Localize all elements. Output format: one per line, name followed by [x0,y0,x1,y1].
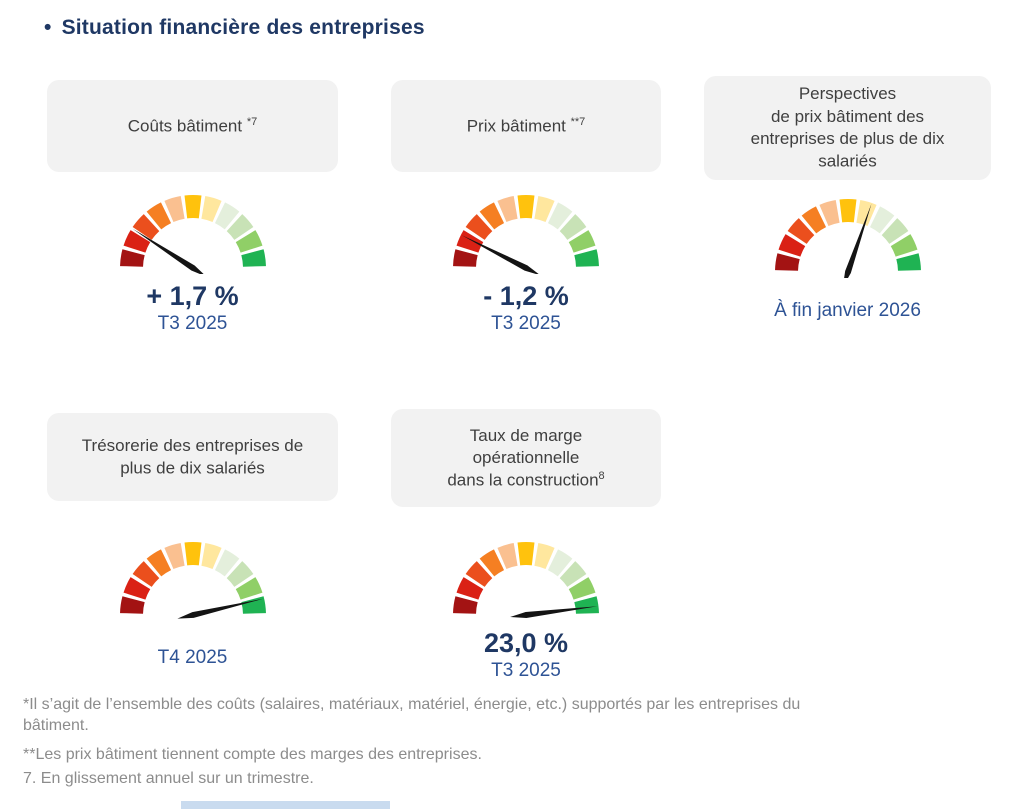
card-label: Perspectives de prix bâtiment des entrep… [751,83,945,172]
footnotes: *Il s’agit de l’ensemble des coûts (sala… [23,694,1013,790]
card-label: Taux de marge opérationnelle dans la con… [447,425,604,492]
card-label-superscript: 8 [598,469,605,482]
panel-tresorerie: Trésorerie des entreprises de plus de di… [47,413,338,669]
card-label-superscript: **7 [570,115,586,128]
gauge-value: - 1,2 % [483,281,569,311]
gauge-period: T3 2025 [491,660,561,682]
gauge-chart-perspectives-prix [774,199,921,278]
card-label: Prix bâtiment **7 [467,115,586,138]
gauge-period: T3 2025 [491,313,561,335]
card-label: Coûts bâtiment *7 [128,115,257,138]
bottom-highlight-bar [181,801,390,809]
gauge-period: T4 2025 [157,647,228,668]
gauge-chart-couts-batiment [119,195,266,274]
card-perspectives-prix: Perspectives de prix bâtiment des entrep… [704,76,991,180]
footnote-costs: *Il s’agit de l’ensemble des coûts (sala… [23,696,801,735]
card-tresorerie: Trésorerie des entreprises de plus de di… [47,413,338,501]
panel-couts-batiment: Coûts bâtiment *7 + 1,7 % T3 2025 [47,80,338,335]
panel-taux-marge: Taux de marge opérationnelle dans la con… [391,409,661,682]
card-label-text: Coûts bâtiment [127,116,247,136]
bullet-icon: • [44,16,52,39]
card-label-text: Trésorerie des entreprises de plus de di… [81,435,304,478]
gauge-value: + 1,7 % [146,281,239,311]
gauge-chart-taux-marge [453,542,599,618]
gauge-period: À fin janvier 2026 [774,300,921,321]
card-label-text: Taux de marge opérationnelle dans la con… [447,425,599,490]
card-label-text: Perspectives de prix bâtiment des entrep… [750,84,945,171]
card-couts-batiment: Coûts bâtiment *7 [47,80,338,172]
card-taux-marge: Taux de marge opérationnelle dans la con… [391,409,661,507]
panel-perspectives-prix: Perspectives de prix bâtiment des entrep… [704,76,991,322]
card-label: Trésorerie des entreprises de plus de di… [82,435,303,480]
page-title-text: Situation financière des entreprises [61,16,425,39]
footnote-7: 7. En glissement annuel sur un trimestre… [23,770,314,788]
card-label-text: Prix bâtiment [466,116,571,136]
gauge-chart-prix-batiment [453,195,599,274]
card-prix-batiment: Prix bâtiment **7 [391,80,661,172]
footnote-prices: **Les prix bâtiment tiennent compte des … [23,745,482,763]
gauge-chart-tresorerie [119,542,266,619]
page-title: • Situation financière des entreprises [44,16,425,40]
gauge-period: T3 2025 [157,313,228,335]
panel-prix-batiment: Prix bâtiment **7 - 1,2 % T3 2025 [391,80,661,335]
gauge-value: 23,0 % [483,628,569,658]
card-label-superscript: *7 [246,115,258,128]
